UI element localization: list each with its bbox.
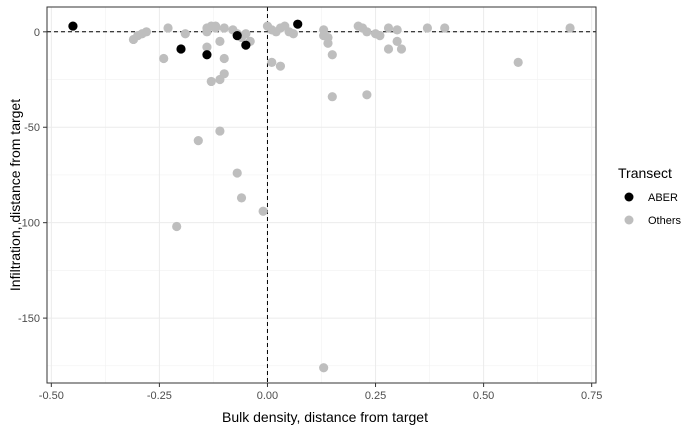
data-point-others: [396, 44, 407, 54]
data-point-others: [383, 44, 394, 54]
data-point-others: [383, 23, 394, 33]
legend-key-aber: [624, 192, 634, 202]
data-point-others: [392, 36, 402, 46]
data-point-others: [565, 23, 575, 33]
data-point-others: [180, 29, 190, 39]
data-point-others: [141, 27, 152, 37]
data-point-others: [323, 38, 333, 48]
data-point-others: [236, 193, 247, 203]
data-point-others: [392, 25, 402, 35]
data-point-others: [288, 29, 299, 39]
data-point-others: [215, 36, 225, 46]
y-axis-title: Infiltration, distance from target: [7, 99, 23, 291]
data-point-aber: [293, 19, 303, 29]
legend-entry-others: Others: [624, 215, 682, 227]
y-tick-label: 0: [34, 27, 40, 39]
y-tick-label: -50: [24, 122, 40, 134]
legend-title: Transect: [618, 165, 672, 181]
data-point-others: [241, 29, 251, 39]
data-point-others: [163, 23, 173, 33]
data-point-others: [440, 23, 450, 33]
data-point-others: [375, 31, 385, 41]
data-point-others: [202, 42, 212, 52]
data-point-others: [193, 136, 203, 146]
data-point-others: [206, 76, 216, 87]
data-point-aber: [232, 31, 242, 41]
legend-label-aber: ABER: [648, 192, 678, 204]
data-point-others: [327, 92, 337, 102]
data-point-aber: [241, 40, 251, 50]
data-point-others: [232, 168, 242, 178]
x-tick-label: -0.50: [39, 390, 64, 402]
data-point-others: [210, 23, 221, 33]
data-point-others: [219, 53, 229, 64]
y-tick-label: -150: [18, 313, 40, 325]
data-point-others: [362, 90, 372, 100]
data-point-others: [258, 206, 268, 216]
data-point-others: [159, 53, 169, 64]
data-point-aber: [176, 44, 186, 54]
legend: Transect ABER Others: [618, 165, 682, 227]
x-tick-label: -0.25: [147, 390, 172, 402]
major-gridlines: [47, 7, 596, 383]
data-point-others: [219, 23, 229, 33]
data-point-others: [267, 57, 277, 67]
x-tick-label: 0.25: [365, 390, 386, 402]
data-points: [68, 19, 575, 373]
legend-key-others: [624, 215, 634, 225]
data-point-others: [422, 23, 433, 33]
data-point-others: [172, 221, 182, 232]
data-point-others: [362, 27, 372, 37]
data-point-others: [327, 50, 337, 60]
data-point-others: [215, 126, 225, 136]
panel-border: [46, 6, 597, 384]
x-tick-label: 0.50: [473, 390, 494, 402]
data-point-others: [275, 61, 286, 71]
data-point-others: [319, 363, 329, 373]
legend-label-others: Others: [648, 215, 682, 227]
y-tick-label: -100: [18, 218, 40, 230]
data-point-others: [219, 69, 229, 79]
y-axis: 0 -50 -100 -150: [18, 27, 47, 325]
data-point-aber: [68, 21, 78, 31]
data-point-others: [513, 57, 523, 67]
x-tick-label: 0.75: [581, 390, 602, 402]
legend-entry-aber: ABER: [624, 192, 678, 204]
x-tick-label: 0.00: [257, 390, 278, 402]
data-point-aber: [202, 50, 212, 60]
x-axis-title: Bulk density, distance from target: [222, 409, 428, 425]
x-axis: -0.50 -0.25 0.00 0.25 0.50 0.75: [39, 383, 602, 402]
